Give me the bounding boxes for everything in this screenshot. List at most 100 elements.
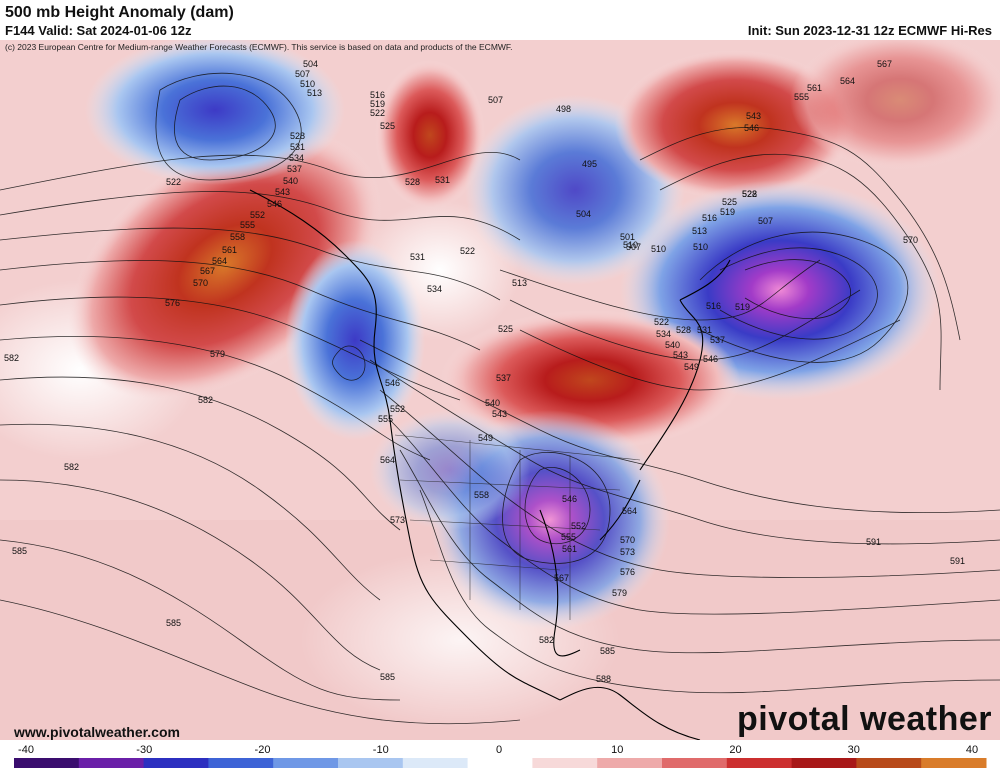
contour-label: 510	[300, 79, 315, 89]
contour-label: 543	[673, 350, 688, 360]
contour-label: 519	[370, 99, 385, 109]
valid-time: F144 Valid: Sat 2024-01-06 12z	[5, 23, 192, 38]
colorbar-swatch	[662, 758, 728, 768]
contour-label: 513	[692, 226, 707, 236]
contour-label: 510	[651, 244, 666, 254]
contour-label: 510	[623, 240, 638, 250]
contour-label: 528	[676, 325, 691, 335]
contour-label: 564	[380, 455, 395, 465]
contour-label: 516	[702, 213, 717, 223]
contour-label: 540	[283, 176, 298, 186]
colorbar: -40 -30 -20 -10 0 10 20 30 40	[14, 744, 987, 768]
contour-label: 591	[950, 556, 965, 566]
contour-label: 537	[496, 373, 511, 383]
map-title: 500 mb Height Anomaly (dam)	[5, 4, 234, 21]
contour-label: 516	[370, 90, 385, 100]
contour-label: 498	[556, 104, 571, 114]
colorbar-tick-label: -40	[18, 744, 34, 756]
contour-label: 591	[866, 537, 881, 547]
contour-label: 570	[193, 278, 208, 288]
colorbar-tick-label: -10	[373, 744, 389, 756]
anomaly-trough-bering	[85, 40, 345, 185]
colorbar-swatches	[14, 758, 987, 768]
contour-label: 567	[877, 59, 892, 69]
contour-label: 582	[4, 353, 19, 363]
colorbar-swatch	[726, 758, 793, 768]
contour-label: 567	[554, 573, 569, 583]
colorbar-swatch	[467, 758, 533, 768]
contour-label: 513	[512, 278, 527, 288]
contour-label: 570	[620, 535, 635, 545]
contour-label: 552	[571, 521, 586, 531]
colorbar-swatch	[856, 758, 922, 768]
colorbar-swatch	[208, 758, 274, 768]
contour-label: 507	[488, 95, 503, 105]
contour-label: 534	[427, 284, 442, 294]
contour-label: 552	[390, 404, 405, 414]
contour-label: 585	[166, 618, 181, 628]
contour-label: 501	[620, 232, 635, 242]
colorbar-swatch	[338, 758, 404, 768]
contour-label: 522	[654, 317, 669, 327]
website-link[interactable]: www.pivotalweather.com	[14, 724, 180, 740]
contour-label: 516	[706, 301, 721, 311]
contour-label: 573	[620, 547, 635, 557]
contour-label: 582	[539, 635, 554, 645]
contour-label: 558	[474, 490, 489, 500]
contour-label: 546	[562, 494, 577, 504]
anomaly-ridge-alaska	[375, 60, 485, 210]
colorbar-swatch	[532, 758, 598, 768]
coastlines	[249, 189, 731, 740]
copyright-notice: (c) 2023 European Centre for Medium-rang…	[5, 42, 513, 52]
colorbar-swatch	[597, 758, 663, 768]
contour-label: 546	[744, 123, 759, 133]
contour-label: 510	[693, 242, 708, 252]
contour-label: 570	[903, 235, 918, 245]
contour-label: 579	[612, 588, 627, 598]
contour-label: 546	[267, 199, 282, 209]
colorbar-tick-label: -20	[255, 744, 271, 756]
contour-labels: 504 507 510 513 516 519 522 525 528 531 …	[4, 59, 965, 684]
contour-label: 534	[289, 153, 304, 163]
contour-label: 567	[200, 266, 215, 276]
state-borders	[394, 434, 641, 620]
contour-label: 531	[435, 175, 450, 185]
colorbar-tick-label: 40	[966, 744, 978, 756]
contour-label: 561	[562, 544, 577, 554]
contour-label: 528	[405, 177, 420, 187]
contour-label: 507	[758, 216, 773, 226]
contour-label: 543	[275, 187, 290, 197]
contour-label: 513	[307, 88, 322, 98]
init-time: Init: Sun 2023-12-31 12z ECMWF Hi-Res	[747, 23, 992, 38]
contour-label: 519	[735, 302, 750, 312]
contour-label: 540	[485, 398, 500, 408]
contour-label: 585	[380, 672, 395, 682]
contour-label: 507	[295, 69, 310, 79]
colorbar-tick-label: 10	[611, 744, 623, 756]
colorbar-swatch	[14, 758, 80, 768]
contour-label: 555	[240, 220, 255, 230]
contour-label: 504	[303, 59, 318, 69]
contour-label: 561	[222, 245, 237, 255]
header: 500 mb Height Anomaly (dam) F144 Valid: …	[0, 0, 1000, 40]
contour-label: 585	[12, 546, 27, 556]
contour-label: 528	[742, 189, 757, 199]
contour-label: 522	[370, 108, 385, 118]
contour-label: 522	[742, 189, 757, 199]
colorbar-swatch	[921, 758, 987, 768]
contour-label: 504	[576, 209, 591, 219]
contour-label: 573	[390, 515, 405, 525]
contour-label: 531	[697, 325, 712, 335]
colorbar-tick-label: 30	[848, 744, 860, 756]
contour-label: 525	[380, 121, 395, 131]
colorbar-swatch	[791, 758, 857, 768]
contour-label: 576	[165, 298, 180, 308]
colorbar-swatch	[402, 758, 469, 768]
contour-label: 555	[561, 532, 576, 542]
height-anomaly-map: 504 507 510 513 516 519 522 525 528 531 …	[0, 40, 1000, 740]
colorbar-swatch	[78, 758, 145, 768]
contour-label: 549	[684, 362, 699, 372]
contour-label: 528	[290, 131, 305, 141]
colorbar-tick-label: 20	[729, 744, 741, 756]
contour-label: 558	[230, 232, 245, 242]
